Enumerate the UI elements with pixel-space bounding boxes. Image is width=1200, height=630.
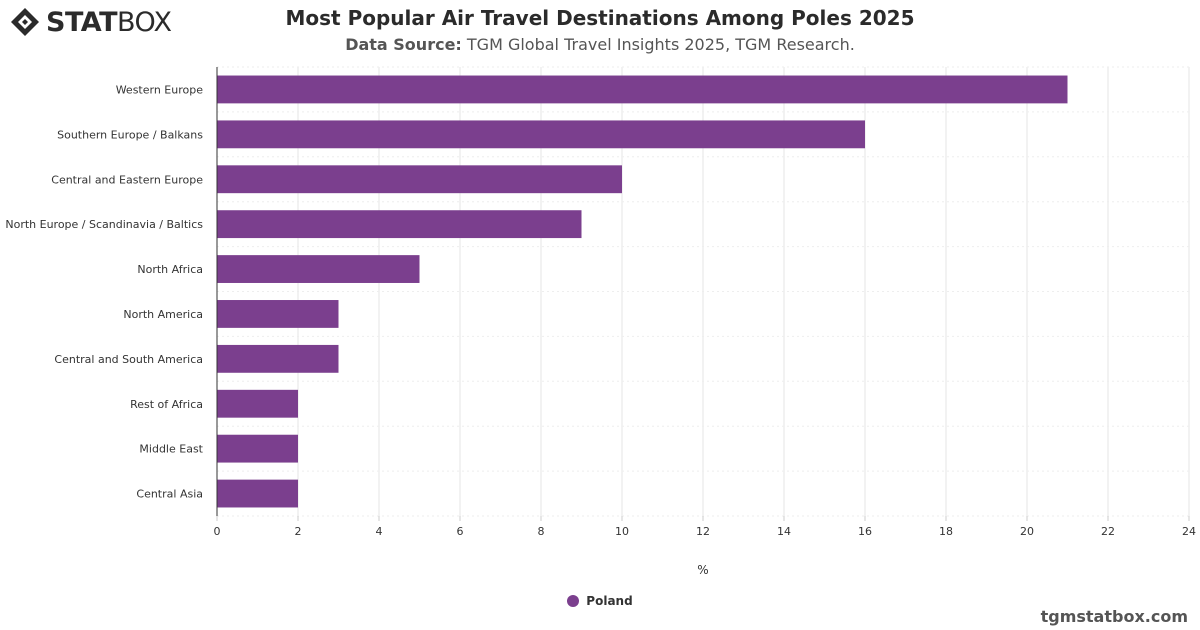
data-source-label: Data Source: (345, 35, 462, 54)
x-tick-label: 18 (939, 525, 953, 538)
category-label: Central and Eastern Europe (51, 173, 203, 186)
x-tick-label: 22 (1101, 525, 1115, 538)
x-tick-label: 16 (858, 525, 872, 538)
category-label: North Europe / Scandinavia / Baltics (5, 218, 203, 231)
bar-north-africa[interactable] (217, 255, 420, 283)
brand-logo: STATBOX (10, 6, 172, 38)
x-tick-label: 4 (376, 525, 383, 538)
x-tick-label: 2 (295, 525, 302, 538)
x-tick-label: 12 (696, 525, 710, 538)
statbox-diamond-icon (11, 8, 39, 36)
category-label: North America (123, 308, 203, 321)
legend-swatch-poland (567, 595, 580, 607)
category-label: Central Asia (136, 488, 203, 501)
category-label: Western Europe (116, 83, 204, 96)
x-tick-label: 0 (214, 525, 221, 538)
footer-site[interactable]: tgmstatbox.com (1040, 607, 1188, 626)
bar-north-america[interactable] (217, 300, 339, 328)
x-tick-label: 20 (1020, 525, 1034, 538)
chart-subtitle: Data Source: TGM Global Travel Insights … (0, 35, 1200, 54)
bar-central-and-eastern-europe[interactable] (217, 165, 622, 194)
bar-western-europe[interactable] (217, 75, 1068, 104)
category-label: Central and South America (54, 353, 203, 366)
x-tick-label: 14 (777, 525, 791, 538)
x-tick-label: 8 (538, 525, 545, 538)
logo-text: STATBOX (46, 7, 172, 38)
x-tick-label: 24 (1182, 525, 1196, 538)
bar-central-asia[interactable] (217, 479, 298, 508)
category-label: Southern Europe / Balkans (57, 128, 203, 141)
logo-text-bold: STAT (46, 6, 117, 38)
bar-middle-east[interactable] (217, 434, 298, 463)
category-label: North Africa (137, 263, 203, 276)
x-tick-label: 6 (457, 525, 464, 538)
legend-label-poland: Poland (586, 594, 633, 608)
x-tick-label: 10 (615, 525, 629, 538)
logo-text-light: BOX (116, 6, 172, 38)
bar-central-and-south-america[interactable] (217, 344, 339, 373)
bar-southern-europe-balkans[interactable] (217, 120, 865, 149)
chart-title: Most Popular Air Travel Destinations Amo… (285, 6, 915, 30)
x-axis-label: % (697, 563, 708, 577)
bar-rest-of-africa[interactable] (217, 389, 298, 418)
category-label: Rest of Africa (130, 398, 203, 411)
data-source-text: TGM Global Travel Insights 2025, TGM Res… (461, 35, 855, 54)
chart-legend[interactable]: Poland (0, 594, 1200, 608)
category-label: Middle East (139, 443, 203, 456)
bar-north-europe-scandinavia-baltics[interactable] (217, 210, 582, 239)
